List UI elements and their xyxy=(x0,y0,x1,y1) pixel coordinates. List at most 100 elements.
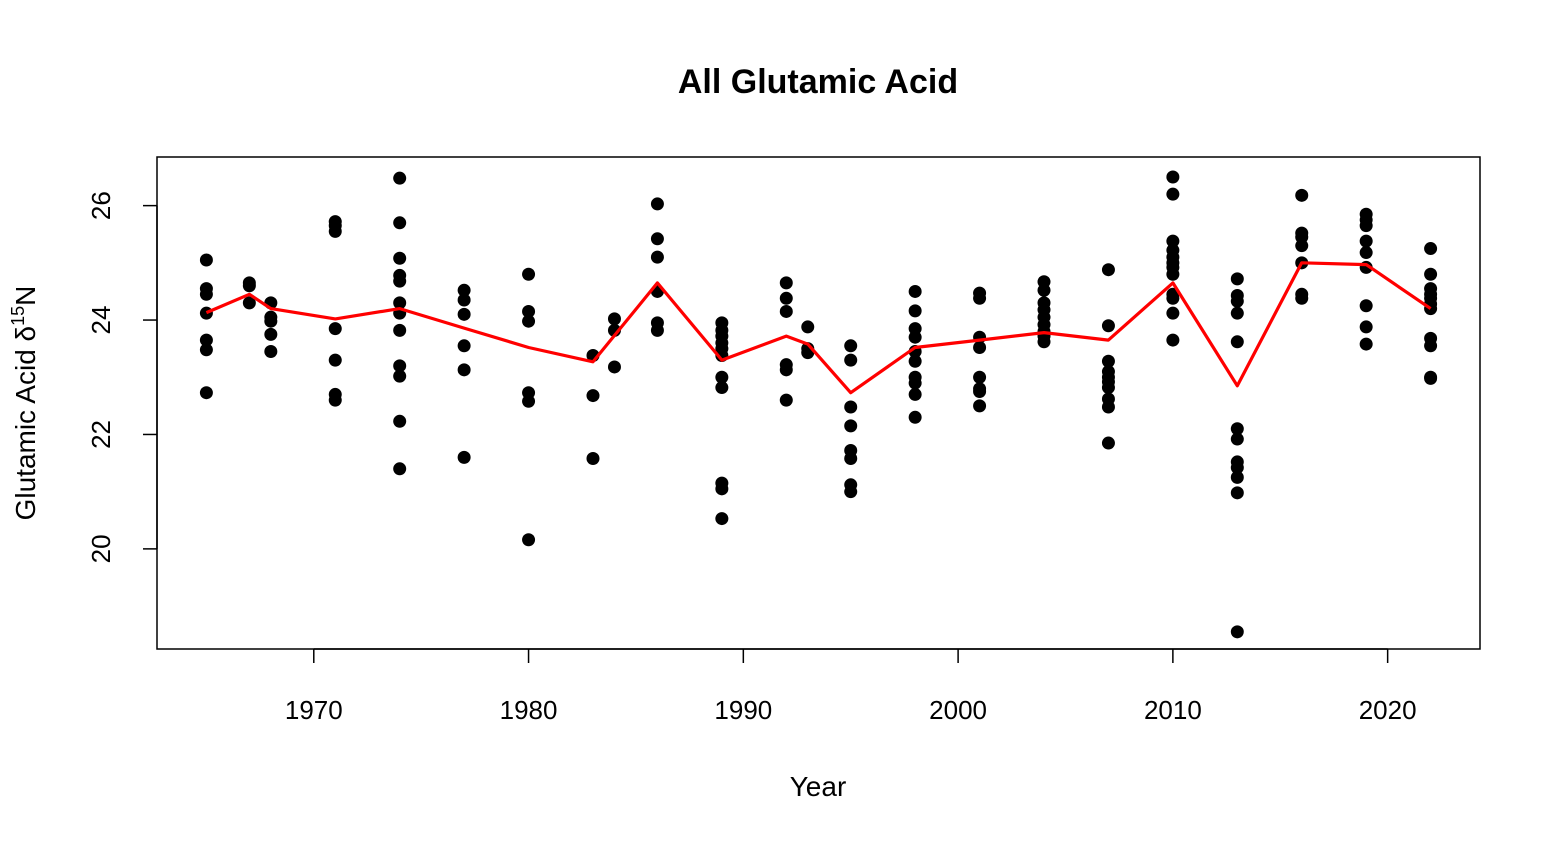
data-point xyxy=(264,314,278,328)
data-point xyxy=(393,323,407,337)
data-point xyxy=(199,343,213,357)
data-point xyxy=(1424,339,1438,353)
data-point xyxy=(973,385,987,399)
data-point xyxy=(1166,234,1180,248)
data-point xyxy=(1101,381,1115,395)
data-point xyxy=(1166,267,1180,281)
data-point xyxy=(1230,470,1244,484)
data-point xyxy=(199,333,213,347)
data-point xyxy=(1424,242,1438,256)
x-axis-label: Year xyxy=(790,771,847,802)
data-point xyxy=(522,394,536,408)
data-point xyxy=(1101,263,1115,277)
data-point xyxy=(522,267,536,281)
data-point xyxy=(242,279,256,293)
data-point xyxy=(264,327,278,341)
data-point xyxy=(908,284,922,298)
data-point xyxy=(1295,239,1309,253)
y-tick-label: 22 xyxy=(86,420,116,449)
data-point xyxy=(1037,335,1051,349)
x-tick-label: 2020 xyxy=(1359,695,1417,725)
data-point xyxy=(1101,436,1115,450)
data-point xyxy=(779,276,793,290)
data-point xyxy=(973,370,987,384)
x-tick-label: 1970 xyxy=(285,695,343,725)
data-point xyxy=(1359,234,1373,248)
y-axis-label-sup: 15 xyxy=(8,306,28,326)
data-point xyxy=(650,232,664,246)
chart-title: All Glutamic Acid xyxy=(678,63,958,101)
data-point xyxy=(199,253,213,267)
data-point xyxy=(715,482,729,496)
data-point xyxy=(607,312,621,326)
data-point xyxy=(1101,319,1115,333)
data-point xyxy=(908,330,922,344)
data-point xyxy=(801,320,815,334)
data-point xyxy=(1295,188,1309,202)
data-point xyxy=(1230,422,1244,436)
data-point xyxy=(328,353,342,367)
y-tick-label: 24 xyxy=(86,306,116,335)
data-point xyxy=(457,339,471,353)
data-point xyxy=(973,341,987,355)
data-point xyxy=(1424,371,1438,385)
data-point xyxy=(199,287,213,301)
x-axis: 1970 1980 1990 2000 2010 2020 xyxy=(285,648,1417,725)
data-point xyxy=(264,345,278,359)
data-point xyxy=(779,291,793,305)
x-tick-label: 2000 xyxy=(929,695,987,725)
data-point xyxy=(844,339,858,353)
data-point xyxy=(1101,354,1115,368)
y-tick-label: 20 xyxy=(86,534,116,563)
data-point xyxy=(1424,267,1438,281)
data-point xyxy=(1230,625,1244,639)
data-point xyxy=(1230,461,1244,475)
data-point xyxy=(242,296,256,310)
data-point xyxy=(1101,400,1115,414)
x-tick-label: 1980 xyxy=(500,695,558,725)
data-point xyxy=(586,451,600,465)
data-point xyxy=(844,400,858,414)
data-point xyxy=(650,250,664,264)
data-point xyxy=(522,304,536,318)
data-point xyxy=(1359,219,1373,233)
data-point xyxy=(779,304,793,318)
y-axis-label-suffix: N xyxy=(10,286,41,306)
data-point xyxy=(1359,299,1373,313)
data-point xyxy=(973,399,987,413)
data-point xyxy=(457,450,471,464)
data-point xyxy=(908,304,922,318)
data-point xyxy=(607,360,621,374)
data-point xyxy=(1230,306,1244,320)
data-point xyxy=(1359,337,1373,351)
data-point xyxy=(779,393,793,407)
data-point xyxy=(650,197,664,211)
data-point xyxy=(393,462,407,476)
data-point xyxy=(393,369,407,383)
mean-line-group xyxy=(205,261,1432,395)
data-point xyxy=(1359,320,1373,334)
data-point xyxy=(1166,170,1180,184)
data-point xyxy=(393,414,407,428)
data-point xyxy=(1230,272,1244,286)
data-point xyxy=(586,389,600,403)
data-point xyxy=(1230,335,1244,349)
data-point xyxy=(457,293,471,307)
data-point xyxy=(779,363,793,377)
data-point xyxy=(1166,291,1180,305)
data-point xyxy=(1037,283,1051,297)
x-tick-label: 2010 xyxy=(1144,695,1202,725)
data-point xyxy=(844,451,858,465)
y-axis-label-main: Glutamic Acid δ xyxy=(10,326,41,521)
data-point xyxy=(328,224,342,238)
y-tick-label: 26 xyxy=(86,191,116,220)
data-point xyxy=(393,296,407,310)
data-point xyxy=(393,274,407,288)
data-point xyxy=(199,306,213,320)
data-point xyxy=(457,283,471,297)
data-point xyxy=(715,370,729,384)
data-point xyxy=(1230,432,1244,446)
data-point xyxy=(715,381,729,395)
data-point xyxy=(1166,187,1180,201)
